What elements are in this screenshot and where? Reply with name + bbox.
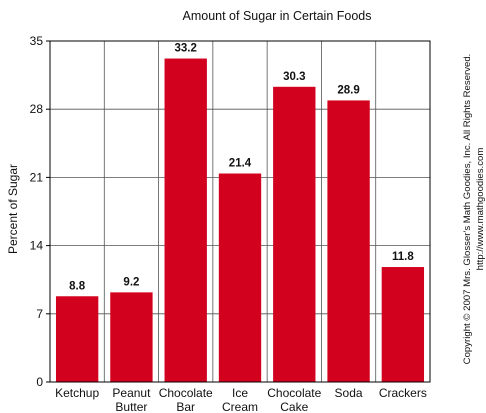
y-tick-label: 14 [30,239,44,253]
data-label: 9.2 [123,276,139,288]
x-tick-label-line: Ketchup [55,386,99,400]
bar [381,267,425,382]
copyright-notice: Copyright © 2007 Mrs. Glosser's Math Goo… [462,54,486,365]
x-tick-label: Chocolate Bar [159,386,213,413]
y-tick-labels: 0 7 14 21 28 35 [30,34,50,389]
y-tick-label: 21 [30,170,44,184]
bar [273,86,316,382]
y-tick-label: 7 [36,307,43,321]
bar [327,100,370,382]
data-labels: 8.8 9.2 33.2 21.4 30.3 28.9 11.8 [69,43,414,293]
x-tick-label: Soda [335,386,363,400]
data-label: 33.2 [175,43,197,55]
x-tick-label-line: Cake [280,400,308,413]
x-tick-label-line: Chocolate [159,386,213,400]
data-label: 21.4 [229,158,252,170]
data-label: 28.9 [337,84,359,96]
data-label: 11.8 [392,251,414,263]
chart-title: Amount of Sugar in Certain Foods [183,9,372,23]
bar [55,296,99,382]
y-tick-label: 0 [36,375,43,389]
x-tick-label-line: Crackers [379,386,427,400]
bar [164,58,207,383]
bars [55,58,425,383]
bar [218,173,262,382]
y-tick-label: 28 [30,102,44,116]
copyright-line: Copyright © 2007 Mrs. Glosser's Math Goo… [462,54,473,365]
x-tick-label-line: Chocolate [267,386,321,400]
x-tick-label-line: Bar [176,400,195,413]
x-tick-label: Crackers [379,386,427,400]
x-tick-label-line: Cream [222,400,258,413]
y-tick-label: 35 [30,34,44,48]
x-tick-label: Ketchup [55,386,99,400]
x-tick-label-line: Peanut [112,386,151,400]
x-tick-label: Peanut Butter [112,386,151,413]
x-tick-label: Ice Cream [222,386,258,413]
x-tick-label: Chocolate Cake [267,386,321,413]
data-label: 8.8 [69,280,86,292]
data-label: 30.3 [283,71,305,83]
x-tick-label-line: Ice [232,386,248,400]
x-tick-label-line: Butter [115,400,147,413]
plot-frame [49,40,431,383]
copyright-url: http://www.mathgoodies.com [475,148,486,271]
bar [110,292,153,382]
x-tick-label-line: Soda [335,386,363,400]
y-axis-label: Percent of Sugar [6,164,20,254]
